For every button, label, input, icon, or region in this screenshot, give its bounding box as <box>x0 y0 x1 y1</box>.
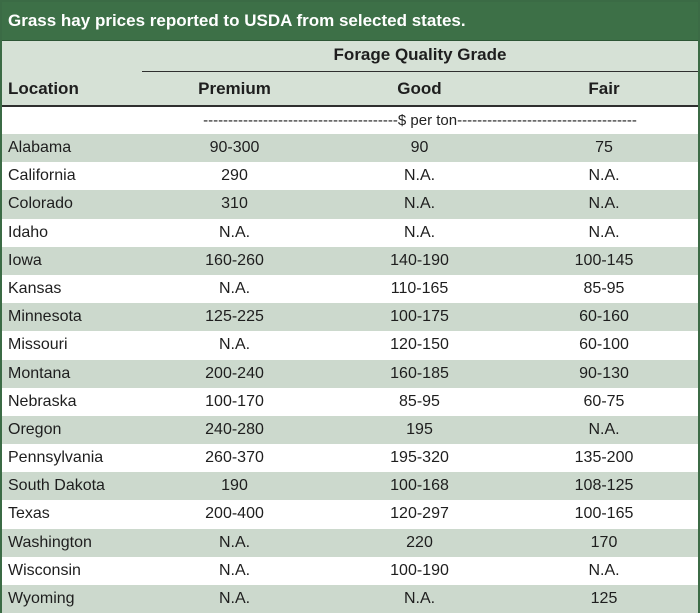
cell-premium: N.A. <box>218 336 251 354</box>
cell-premium: 200-400 <box>205 505 264 523</box>
cell-location: Oregon <box>8 420 62 438</box>
cell-fair: 90-130 <box>579 364 629 382</box>
cell-good: 100-175 <box>390 308 449 326</box>
cell-fair: 60-100 <box>579 336 629 354</box>
cell-good: N.A. <box>403 590 436 607</box>
cell-good: 85-95 <box>399 392 440 410</box>
cell-fair: 85-95 <box>583 279 625 297</box>
cell-good: 120-150 <box>390 336 449 354</box>
table-body: Alabama 90-300 90 75 California 290 N.A. N.A. Co… <box>2 134 698 613</box>
cell-good: 120-297 <box>390 505 449 523</box>
column-header-good: Good <box>397 79 442 98</box>
cell-location: Montana <box>8 364 71 382</box>
cell-premium: N.A. <box>218 533 251 551</box>
cell-good: 90 <box>410 139 429 156</box>
cell-fair: N.A. <box>588 420 620 438</box>
cell-fair: 170 <box>590 533 618 551</box>
cell-location: Wyoming <box>8 590 75 607</box>
table-row: Montana 200-240 160-185 90-130 <box>2 359 698 388</box>
cell-premium: N.A. <box>218 279 251 297</box>
cell-fair: 100-165 <box>574 505 634 523</box>
table-row: Oregon 240-280 195 N.A. <box>2 415 698 445</box>
cell-good: 100-190 <box>390 561 449 579</box>
cell-premium: 100-170 <box>205 392 264 410</box>
table-row: Texas 200-400 120-297 100-165 <box>2 500 698 529</box>
cell-premium: 190 <box>221 477 248 495</box>
table-row: Iowa 160-260 140-190 100-145 <box>2 246 698 275</box>
table-row: Wyoming N.A. N.A. 125 <box>2 585 698 613</box>
cell-good: 220 <box>406 533 433 551</box>
table-title: Grass hay prices reported to USDA from s… <box>2 2 698 41</box>
cell-premium: 90-300 <box>209 139 260 156</box>
cell-location: Iowa <box>8 251 42 269</box>
table-row: Pennsylvania 260-370 195-320 135-200 <box>2 444 698 473</box>
cell-good: 110-165 <box>390 279 449 297</box>
group-header: Forage Quality Grade <box>333 45 507 64</box>
table-row: Kansas N.A. 110-165 85-95 <box>2 274 698 304</box>
table-row: Idaho N.A. N.A. N.A. <box>2 218 698 247</box>
table-row: California 290 N.A. N.A. <box>2 162 698 191</box>
cell-location: Kansas <box>8 279 62 297</box>
table-row: Wisconsin N.A. 100-190 N.A. <box>2 556 698 585</box>
table-row: Minnesota 125-225 100-175 60-160 <box>2 303 698 332</box>
cell-fair: 108-125 <box>574 477 634 495</box>
cell-location: Colorado <box>8 195 73 213</box>
group-header-rule <box>142 71 698 72</box>
cell-location: Idaho <box>8 223 49 241</box>
cell-fair: N.A. <box>588 167 620 185</box>
cell-good: 195-320 <box>390 449 449 467</box>
cell-fair: N.A. <box>588 561 620 579</box>
table-row: Washington N.A. 220 170 <box>2 528 698 557</box>
units-label: ---------------------------------------$… <box>203 112 637 129</box>
cell-premium: N.A. <box>218 561 251 579</box>
cell-premium: N.A. <box>218 590 251 607</box>
cell-premium: 200-240 <box>205 364 264 382</box>
cell-fair: 60-160 <box>579 308 629 326</box>
table-row: Colorado 310 N.A. N.A. <box>2 190 698 219</box>
table-row: Nebraska 100-170 85-95 60-75 <box>2 387 698 416</box>
cell-location: Washington <box>8 533 92 551</box>
cell-location: Nebraska <box>8 392 77 410</box>
cell-fair: 60-75 <box>583 392 625 410</box>
table-row: Alabama 90-300 90 75 <box>2 134 698 163</box>
cell-premium: 310 <box>221 195 248 213</box>
table-row: Missouri N.A. 120-150 60-100 <box>2 331 698 360</box>
cell-good: 100-168 <box>390 477 449 495</box>
table-row: South Dakota 190 100-168 108-125 <box>2 472 698 501</box>
cell-premium: 125-225 <box>205 308 264 326</box>
cell-premium: 160-260 <box>205 251 264 269</box>
cell-premium: 260-370 <box>205 449 264 467</box>
column-header-premium: Premium <box>198 79 271 98</box>
cell-good: 160-185 <box>390 364 449 382</box>
cell-premium: 290 <box>221 167 248 185</box>
cell-location: Wisconsin <box>8 561 81 579</box>
cell-fair: 125 <box>590 590 618 607</box>
cell-location: South Dakota <box>8 477 105 495</box>
cell-location: Minnesota <box>8 308 82 326</box>
cell-location: Texas <box>8 505 50 523</box>
table-header: Forage Quality Grade Location Premium Go… <box>2 41 698 107</box>
cell-location: California <box>8 167 76 185</box>
cell-premium: N.A. <box>218 223 251 241</box>
cell-good: 195 <box>406 420 433 438</box>
cell-good: 140-190 <box>390 251 449 269</box>
cell-good: N.A. <box>403 195 436 213</box>
column-header-location: Location <box>8 79 79 98</box>
cell-premium: 240-280 <box>205 420 264 438</box>
cell-location: Missouri <box>8 336 68 354</box>
cell-good: N.A. <box>403 167 436 185</box>
cell-fair: N.A. <box>588 223 620 241</box>
cell-fair: 75 <box>595 139 613 156</box>
cell-fair: 135-200 <box>574 449 634 467</box>
cell-good: N.A. <box>403 223 436 241</box>
column-header-fair: Fair <box>588 79 620 98</box>
cell-location: Pennsylvania <box>8 449 104 467</box>
cell-fair: N.A. <box>588 195 620 213</box>
units-row: ---------------------------------------$… <box>2 107 698 134</box>
cell-location: Alabama <box>8 139 72 156</box>
cell-fair: 100-145 <box>574 251 634 269</box>
